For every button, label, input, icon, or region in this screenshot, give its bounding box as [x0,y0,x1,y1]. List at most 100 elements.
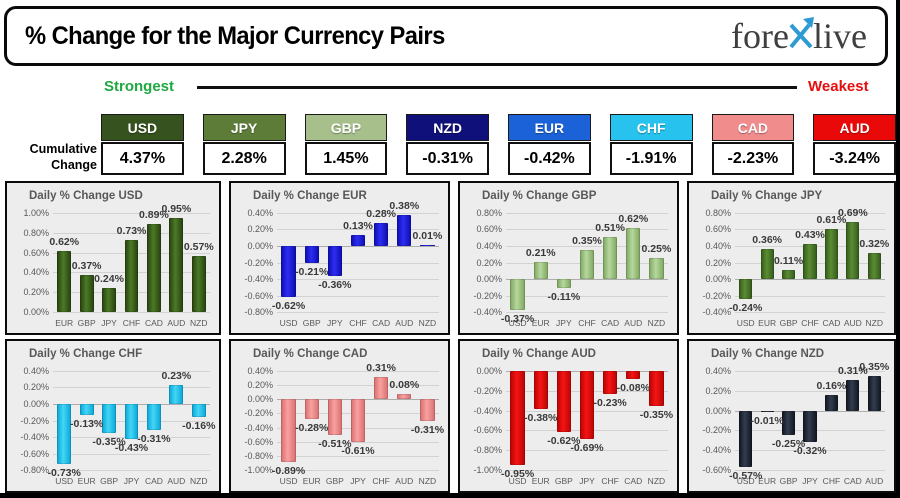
y-tick-label: -0.20% [473,385,502,396]
bar-eur-nzd [420,245,435,246]
bar-jpy-gbp [781,269,796,279]
y-tick-label: 0.60% [705,224,731,235]
x-tick-label: AUD [167,318,186,328]
bar-jpy-nzd [867,252,881,279]
y-tick-label: 0.00% [247,240,273,251]
bar-eur-jpy [327,245,343,276]
x-tick-label: GBP [77,318,96,328]
bar-value-label: 0.21% [525,246,556,259]
gridline [735,213,885,214]
bar-value-label: -0.73% [47,467,81,480]
x-tick-label: GBP [100,476,119,486]
gridline [277,262,439,264]
y-tick-label: 0.00% [23,398,49,409]
bar-nzd-gbp [781,410,796,436]
plot-area-aud: 0.00% -0.20% -0.40% -0.60% -0.80% -1.00% -0.95… [473,366,673,486]
bar-value-label: 0.31% [366,362,397,375]
bar-aud-cad [626,371,641,379]
y-tick-label: 0.00% [705,405,731,416]
gridline [277,441,439,443]
bar-jpy-eur [760,249,774,279]
bar-value-label: 0.25% [641,243,672,256]
bar-eur-usd [281,245,296,298]
bar-value-label: 0.73% [116,224,147,237]
plot-area-usd: 1.00% 0.80% 0.60% 0.40% 0.20% 0.00% 0.62% EUR 0.… [23,203,213,328]
gridline [277,229,439,231]
bar-value-label: -0.25% [771,438,806,451]
x-tick-label: CAD [144,318,163,328]
x-tick-label: JPY [123,476,140,486]
x-tick-label: AUD [865,476,884,486]
y-tick-label: 0.40% [247,366,273,376]
y-tick-label: 0.00% [23,307,49,317]
bar-chf-usd [57,403,72,465]
cumulative-col-chf: CHF -1.91% [609,114,693,175]
plot-area-eur: 0.40% 0.20% 0.00% -0.20% -0.40% -0.60% -0.80% -… [244,200,442,328]
currency-header-aud: AUD [813,114,896,141]
gridline [53,371,210,372]
bar-value-label: -0.16% [182,420,216,433]
bar-chf-cad [146,403,161,430]
y-tick-label: -0.40% [702,445,731,456]
y-tick-label: -0.80% [473,445,502,456]
y-tick-label: 0.60% [23,247,49,258]
bar-value-label: 0.16% [816,379,847,392]
gridline [506,245,668,247]
y-tick-label: -0.40% [473,405,502,416]
plot-area-nzd: 0.40% 0.20% 0.00% -0.20% -0.40% -0.60% -0.57% U… [702,361,889,486]
bar-usd-aud [169,217,184,312]
cumulative-value-eur: -0.42% [508,142,591,175]
bar-cad-eur [304,399,319,420]
chart-title-nzd: Daily % Change NZD [711,348,825,360]
bar-value-label: -0.21% [295,266,329,279]
bar-cad-gbp [327,399,343,436]
gridline [735,295,885,297]
x-tick-label: JPY [350,476,366,486]
gridline [277,470,439,471]
gridline [277,455,439,457]
strength-scale-line [197,86,797,89]
bar-gbp-chf [579,250,595,279]
bar-eur-gbp [304,245,319,264]
x-tick-label: CHF [801,318,819,328]
bar-gbp-eur [533,261,548,279]
y-tick-label: 1.00% [23,208,49,218]
y-tick-label: -0.40% [244,422,273,433]
bar-gbp-cad [602,236,618,279]
x-tick-label: NZD [190,318,208,328]
y-tick-label: -0.40% [702,307,731,317]
cumulative-value-nzd: -0.31% [406,142,489,175]
x-tick-label: USD [55,476,74,486]
y-tick-label: -0.60% [702,465,731,475]
bar-cad-aud [397,393,412,400]
charts-grid: Daily % Change USD 1.00% 0.80% 0.60% 0.40% 0.… [5,181,896,493]
x-tick-label: NZD [190,476,208,486]
x-tick-label: JPY [101,318,117,328]
x-tick-label: GBP [554,476,573,486]
bar-value-label: 0.32% [859,237,890,250]
bar-value-label: -0.35% [92,435,126,448]
x-tick-label: JPY [579,476,595,486]
y-tick-label: 0.20% [247,380,273,391]
chart-title-gbp: Daily % Change GBP [482,190,597,202]
bar-value-label: -0.61% [341,445,375,458]
x-tick-label: EUR [55,318,74,328]
cumulative-value-chf: -1.91% [609,142,693,175]
bar-gbp-jpy [556,278,572,289]
chart-panel-jpy: Daily % Change JPY 0.80% 0.60% 0.40% 0.20% 0.… [687,181,896,335]
gridline [53,470,210,471]
bar-usd-cad [146,223,161,312]
bar-nzd-chf [824,394,839,411]
y-tick-label: 0.20% [247,224,273,235]
chart-panel-usd: Daily % Change USD 1.00% 0.80% 0.60% 0.40% 0.… [5,181,221,335]
cumulative-change-label: Cumulative Change [29,142,97,173]
x-tick-label: CAD [624,476,643,486]
cumulative-col-jpy: JPY 2.28% [202,114,286,175]
y-tick-label: -0.20% [244,408,273,419]
bar-value-label: 0.69% [837,207,868,220]
bar-cad-chf [373,377,389,400]
bar-chf-nzd [191,403,206,418]
bar-value-label: 0.57% [183,240,214,253]
y-tick-label: 0.80% [705,208,731,218]
